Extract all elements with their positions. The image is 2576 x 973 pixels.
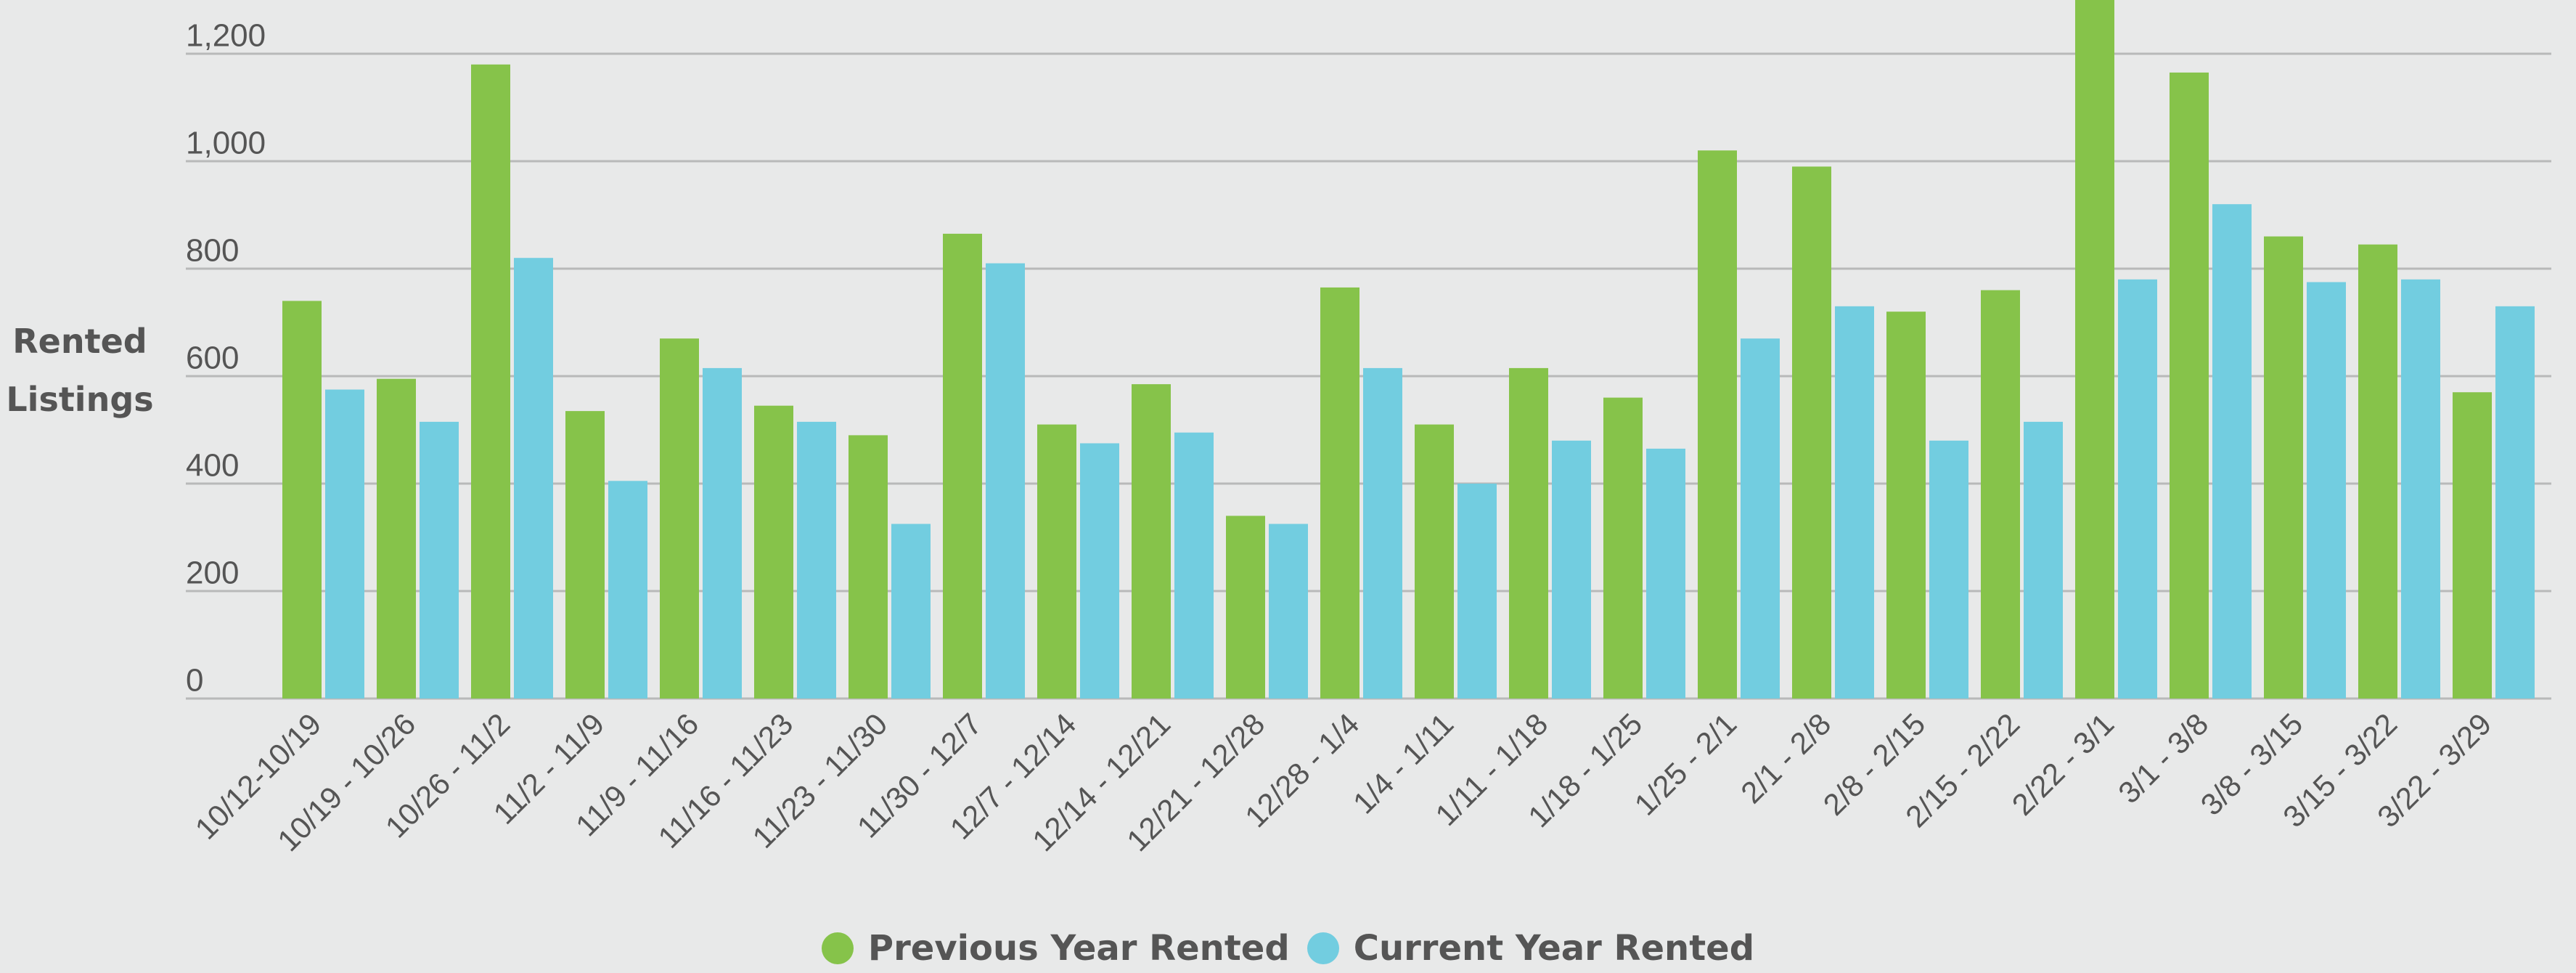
y-tick-label: 600: [186, 341, 239, 376]
bar: [1792, 166, 1831, 699]
bar: [1226, 516, 1265, 699]
bar: [471, 64, 510, 699]
bar: [608, 481, 647, 699]
y-tick-label: 1,000: [186, 126, 266, 161]
bar: [1981, 290, 2020, 699]
y-tick-label: 400: [186, 448, 239, 484]
bar: [1929, 440, 1968, 699]
bar: [2024, 421, 2063, 699]
bar: [1552, 440, 1591, 699]
bar: [2453, 392, 2492, 699]
legend: Previous Year Rented Current Year Rented: [0, 928, 2576, 969]
bar: [754, 405, 793, 699]
bar: [1080, 443, 1119, 699]
bar: [1698, 150, 1737, 699]
y-tick-label: 1,200: [186, 18, 266, 54]
bar: [2401, 279, 2440, 699]
legend-item: Current Year Rented: [1307, 928, 1754, 969]
y-axis-label: Rented Listings: [6, 322, 154, 419]
bar: [1174, 432, 1214, 699]
bar: [891, 524, 931, 699]
bar: [2212, 204, 2252, 699]
bar: [1646, 448, 1685, 699]
bar: [660, 338, 699, 699]
x-tick-label: 2/22 - 3/1: [2005, 707, 2121, 822]
y-tick-label: 200: [186, 555, 239, 591]
bar: [565, 411, 605, 699]
bar: [1603, 397, 1643, 699]
legend-item: Previous Year Rented: [821, 928, 1290, 969]
bar: [2118, 279, 2157, 699]
bar: [325, 389, 364, 699]
bar: [849, 435, 888, 699]
bar: [2264, 236, 2303, 699]
legend-swatch: [1307, 932, 1339, 964]
bar: [420, 421, 459, 699]
bar: [1320, 287, 1359, 699]
legend-label: Current Year Rented: [1353, 928, 1755, 969]
bar: [2307, 282, 2346, 699]
bar: [377, 378, 416, 699]
bar: [514, 258, 553, 699]
bar: [2358, 244, 2397, 699]
bar: [1132, 384, 1171, 699]
legend-swatch: [821, 932, 854, 964]
bar: [282, 301, 322, 699]
bar: [986, 263, 1025, 699]
bar: [943, 233, 982, 699]
bar: [1741, 338, 1780, 699]
bar: [2495, 306, 2535, 699]
bar: [1363, 367, 1402, 699]
bar: [1835, 306, 1874, 699]
bar: [1457, 484, 1497, 699]
y-tick-label: 800: [186, 233, 239, 269]
bar: [1037, 424, 1076, 699]
bar: [797, 421, 836, 699]
y-tick-label: 0: [186, 663, 203, 699]
legend-label: Previous Year Rented: [867, 928, 1290, 969]
bar: [1509, 367, 1548, 699]
bar: [2170, 72, 2209, 699]
x-tick-label: 1/25 - 2/1: [1628, 707, 1743, 822]
bar: [1269, 524, 1308, 699]
bar: [703, 367, 742, 699]
bar: [1886, 312, 1926, 699]
bar: [1415, 424, 1454, 699]
bar: [2075, 0, 2114, 699]
